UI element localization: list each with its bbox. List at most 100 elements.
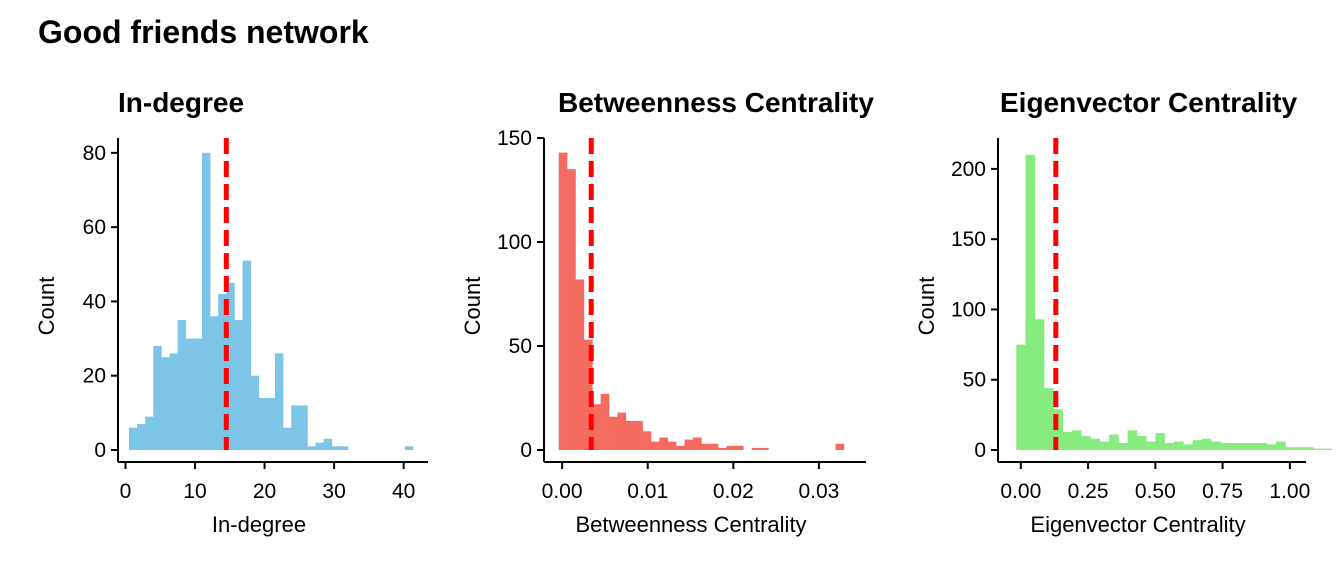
histogram-bar [169, 353, 178, 450]
histogram-bar [751, 447, 761, 450]
histogram-bar [558, 152, 568, 450]
x-tick-label: 30 [322, 480, 345, 503]
histogram-bar [1220, 442, 1231, 450]
x-tick-label: 40 [392, 480, 415, 503]
y-tick-label: 80 [83, 142, 106, 165]
histogram-bar [609, 416, 618, 450]
histogram-bar [1164, 442, 1175, 450]
x-axis-label: In-degree [212, 512, 306, 537]
y-tick-label: 50 [963, 369, 986, 392]
histogram-bar [617, 412, 627, 450]
x-tick-label: 0.02 [713, 480, 754, 503]
y-tick-label: 50 [509, 335, 532, 358]
panel-title: In-degree [118, 87, 244, 118]
histogram-bar [650, 441, 660, 450]
y-tick-label: 150 [951, 228, 986, 251]
x-tick-label: 0.01 [627, 480, 668, 503]
histogram-bar [258, 398, 268, 450]
histogram-bar [331, 446, 341, 450]
histogram-bar [659, 437, 669, 450]
histogram-bar [1201, 438, 1212, 450]
histogram-bar [299, 405, 308, 450]
histogram-bar [307, 446, 316, 450]
histogram-bar [600, 393, 610, 450]
histogram-bar [234, 320, 243, 450]
histogram-bar [642, 431, 652, 450]
histogram-bar [1044, 388, 1054, 450]
y-tick-label: 100 [951, 298, 986, 321]
histogram-bar [676, 445, 685, 450]
histogram-bar [583, 339, 593, 450]
histogram-bar [1229, 442, 1240, 450]
histogram-bar [1118, 442, 1128, 450]
y-axis-label: Count [34, 277, 59, 336]
y-tick-label: 0 [94, 439, 106, 462]
histogram-bar [701, 443, 710, 450]
histogram-bar [226, 282, 235, 450]
histogram-bar [575, 279, 585, 450]
histogram-bar [1071, 430, 1082, 450]
histogram-bar [1109, 434, 1119, 450]
x-tick-label: 0 [120, 480, 132, 503]
histogram-bar [1034, 319, 1045, 450]
histogram-bar [193, 338, 203, 450]
histogram-bar [137, 424, 146, 450]
y-tick-label: 20 [83, 365, 106, 388]
histogram-bar [734, 445, 744, 450]
histogram-bar [1146, 441, 1156, 450]
y-axis-label: Count [914, 277, 939, 336]
histogram-bar [177, 320, 187, 450]
histogram-bar [634, 420, 643, 450]
x-tick-label: 0.00 [1000, 480, 1041, 503]
y-tick-label: 150 [497, 127, 532, 150]
panel-title: Betweenness Centrality [558, 87, 874, 118]
x-tick-label: 1.00 [1269, 480, 1310, 503]
histogram-bar [275, 353, 284, 450]
histogram-bar [709, 443, 719, 450]
histogram-bar [567, 169, 576, 450]
y-tick-label: 0 [974, 439, 986, 462]
histogram-bar [1248, 442, 1258, 450]
x-tick-label: 10 [183, 480, 206, 503]
histogram-bar [1127, 430, 1138, 450]
histogram-bar [1183, 444, 1193, 450]
histogram-bar [1192, 440, 1203, 450]
histogram-bar [1276, 441, 1286, 450]
x-axis-label: Eigenvector Centrality [1030, 512, 1245, 537]
histogram-bar [1062, 431, 1073, 450]
histogram-bar [1099, 441, 1110, 450]
histogram-bar [684, 439, 694, 450]
histogram-bar [218, 294, 227, 450]
histogram-bar [835, 443, 845, 450]
histogram-bar [266, 398, 276, 450]
histogram-bar [692, 437, 702, 450]
histogram-bar [1211, 441, 1221, 450]
histogram-bar [1285, 447, 1296, 450]
histogram-bar [404, 446, 414, 450]
x-axis-label: Betweenness Centrality [575, 512, 806, 537]
y-tick-label: 200 [951, 158, 986, 181]
histogram-bar [1322, 448, 1333, 450]
histogram-bar [718, 447, 727, 450]
histogram-bar [1239, 442, 1249, 450]
histogram-bar [726, 445, 736, 450]
histogram-bar [1090, 438, 1101, 450]
histogram-bar [201, 152, 211, 450]
histogram-bar [667, 441, 677, 450]
histogram-bar [323, 438, 333, 450]
histogram-bar [1266, 444, 1277, 450]
page-title: Good friends network [38, 14, 369, 50]
histogram-bar [1313, 448, 1323, 450]
x-tick-label: 0.00 [542, 480, 583, 503]
histogram-bar [1294, 447, 1305, 450]
histogram-bar [153, 346, 162, 450]
histogram-bar [1174, 441, 1184, 450]
histogram-bar [339, 446, 349, 450]
histogram-bar [250, 375, 260, 450]
histogram-bar [145, 416, 154, 450]
histogram-bar [283, 427, 292, 450]
y-tick-label: 0 [520, 439, 532, 462]
panel-title: Eigenvector Centrality [1000, 87, 1298, 118]
histogram-bar [242, 260, 251, 450]
